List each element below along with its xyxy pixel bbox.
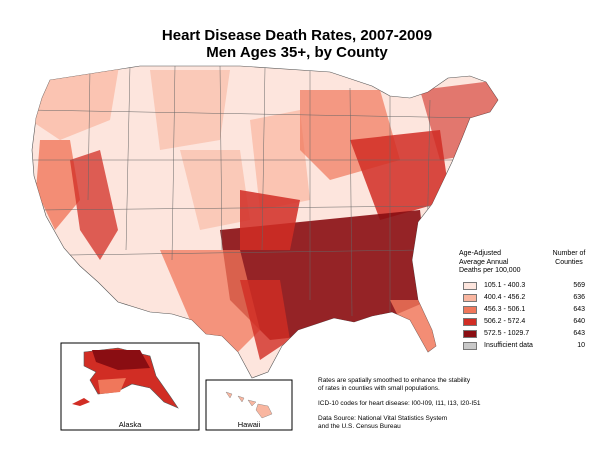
legend-range: 506.2 - 572.4 [484, 318, 526, 325]
legend-row: 400.4 - 456.2 636 [459, 294, 591, 303]
legend-heading-line: Average Annual [459, 258, 509, 266]
legend-row: 105.1 - 400.3 569 [459, 282, 591, 291]
legend-count-heading: Number of Counties [547, 250, 591, 267]
legend-swatch [463, 330, 477, 338]
map-title: Heart Disease Death Rates, 2007-2009 Men… [0, 27, 594, 61]
map-title-line2: Men Ages 35+, by County [206, 44, 388, 61]
legend-row: Insufficient data 10 [459, 342, 591, 351]
source-note: Data Source: National Vital Statistics S… [318, 415, 588, 431]
legend-row: 506.2 - 572.4 640 [459, 318, 591, 327]
legend-count: 643 [573, 330, 585, 337]
icd-note: ICD-10 codes for heart disease: I00-I09,… [318, 400, 481, 407]
legend-range: 456.3 - 506.1 [484, 306, 526, 313]
legend-count-heading-line: Counties [555, 258, 583, 266]
legend-swatch [463, 294, 477, 302]
alaska-inset-map [60, 342, 200, 431]
legend-range: 572.5 - 1029.7 [484, 330, 530, 337]
source-note-line: and the U.S. Census Bureau [318, 423, 401, 430]
legend-count: 569 [573, 282, 585, 289]
source-note-line: Data Source: National Vital Statistics S… [318, 415, 448, 422]
lower48-shape [31, 65, 499, 379]
legend-count: 10 [577, 342, 585, 349]
legend-swatch [463, 306, 477, 314]
legend-swatch [463, 282, 477, 290]
map-notes: Rates are spatially smoothed to enhance … [318, 377, 588, 438]
alaska-label: Alaska [118, 420, 142, 429]
legend-heading: Age-Adjusted Average Annual Deaths per 1… [459, 250, 521, 276]
smoothing-note-line: of rates in counties with small populati… [318, 385, 440, 392]
legend-count: 640 [573, 318, 585, 325]
legend-heading-line: Age-Adjusted [459, 250, 502, 257]
legend-range: 400.4 - 456.2 [484, 294, 526, 301]
legend-count: 643 [573, 306, 585, 313]
smoothing-note-line: Rates are spatially smoothed to enhance … [318, 377, 471, 384]
smoothing-note: Rates are spatially smoothed to enhance … [318, 377, 588, 393]
legend-range: Insufficient data [484, 342, 533, 349]
legend-swatch [463, 318, 477, 326]
legend-count: 636 [573, 294, 585, 301]
legend-row: 456.3 - 506.1 643 [459, 306, 591, 315]
legend-swatch [463, 342, 477, 350]
hawaii-label: Hawaii [237, 420, 261, 429]
legend-heading-line: Deaths per 100,000 [459, 267, 521, 274]
map-title-line1: Heart Disease Death Rates, 2007-2009 [161, 27, 433, 44]
legend-range: 105.1 - 400.3 [484, 282, 526, 289]
hawaii-inset-map [205, 379, 293, 431]
legend-count-heading-line: Number of [552, 250, 586, 257]
legend-row: 572.5 - 1029.7 643 [459, 330, 591, 339]
